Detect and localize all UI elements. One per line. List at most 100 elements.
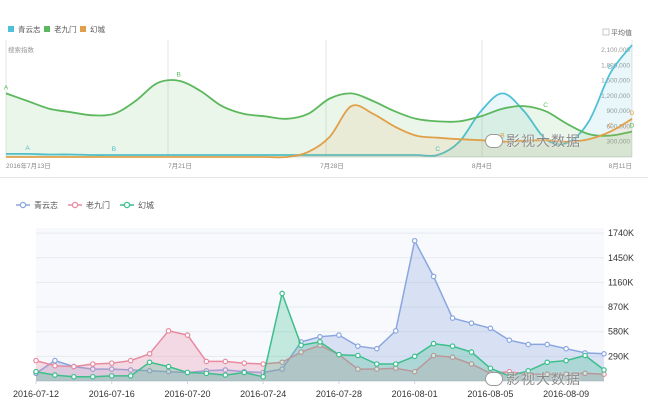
- series-marker: D: [608, 64, 613, 71]
- data-point: [563, 371, 569, 378]
- legend-item-2: 幻城: [80, 24, 105, 34]
- data-point: [355, 352, 361, 359]
- data-point: [52, 372, 58, 378]
- data-point: [430, 352, 437, 359]
- data-point: [449, 315, 456, 321]
- x-tick-label: 2016-07-12: [13, 389, 59, 399]
- data-point: [601, 367, 607, 373]
- data-point: [411, 368, 418, 375]
- series-marker: A: [25, 145, 30, 152]
- x-tick-label: 2016-07-16: [89, 389, 135, 399]
- legend-label: 幻城: [90, 24, 105, 34]
- series-marker: B: [500, 133, 504, 140]
- y-tick-label: 300,000: [607, 139, 631, 146]
- avg-checkbox: [602, 28, 610, 36]
- data-point: [71, 373, 77, 380]
- data-point: [127, 373, 134, 379]
- data-point: [544, 341, 551, 348]
- watermark-top: 影视大数据: [485, 131, 581, 151]
- x-tick-label: 2016年7月13日: [6, 161, 51, 170]
- y-tick-label: 1160K: [608, 277, 633, 287]
- data-point: [203, 358, 210, 365]
- legend-item-1: 老九门: [68, 200, 110, 210]
- legend-label: 老九门: [86, 200, 110, 210]
- wechat-icon: [485, 134, 503, 148]
- data-point: [90, 366, 96, 372]
- data-point: [146, 351, 153, 357]
- legend-dot: [123, 201, 131, 209]
- data-point: [108, 366, 115, 372]
- data-point: [355, 343, 361, 349]
- data-point: [601, 351, 607, 357]
- data-point: [582, 370, 588, 377]
- data-point: [184, 369, 191, 376]
- x-tick-label: 2016-08-01: [392, 389, 438, 399]
- legend-label: 青云志: [18, 24, 41, 34]
- data-point: [525, 368, 532, 374]
- data-point: [506, 373, 513, 379]
- data-point: [317, 334, 323, 340]
- data-point: [449, 343, 456, 349]
- series-marker: A: [4, 84, 9, 91]
- y-tick-label: 900,000: [607, 108, 631, 115]
- series-line-0: [5, 44, 633, 157]
- data-point: [165, 368, 172, 375]
- bottom-comparison-chart: 青云志 老九门 幻城 1740K 1450K 1160K 870K 580K 290K 2016-…: [13, 200, 634, 399]
- series-area-1: [6, 80, 632, 157]
- data-point: [279, 290, 285, 297]
- data-point: [468, 361, 475, 367]
- data-point: [392, 328, 399, 334]
- y-tick-label: 1740K: [608, 228, 634, 238]
- series-marker: B: [177, 72, 181, 79]
- series-marker: D: [630, 123, 635, 130]
- y-tick-label: 870K: [608, 302, 629, 312]
- series-marker: C: [608, 123, 613, 130]
- legend-swatch: [80, 26, 86, 32]
- data-point: [241, 369, 248, 376]
- series-area-0: [36, 240, 604, 381]
- data-point: [487, 325, 494, 332]
- legend-item-0: 青云志: [8, 24, 41, 34]
- top-search-index-chart: 青云志 老九门 幻城搜索指数平均值2,100,0001,800,0001,500,0…: [4, 24, 635, 170]
- data-point: [260, 373, 267, 380]
- avg-label: 平均值: [611, 28, 632, 37]
- series-area-2: [6, 105, 632, 158]
- data-point: [146, 359, 153, 366]
- x-tick-label: 2016-07-24: [240, 389, 286, 399]
- legend-item-1: 老九门: [44, 24, 77, 34]
- x-tick-label: 7月21日: [168, 162, 192, 170]
- data-point: [468, 349, 475, 355]
- data-point: [373, 361, 380, 367]
- data-point: [430, 273, 437, 280]
- legend-item-2: 幻城: [120, 200, 154, 210]
- data-point: [52, 362, 58, 369]
- wechat-icon: [485, 372, 503, 386]
- data-point: [165, 328, 172, 334]
- data-point: [317, 339, 323, 345]
- data-point: [127, 357, 134, 364]
- series-marker: B: [112, 146, 116, 153]
- series-marker: D: [630, 110, 635, 117]
- chart-divider: [0, 177, 648, 178]
- y-tick-label: 290K: [608, 351, 629, 361]
- data-point: [449, 354, 456, 361]
- data-point: [487, 365, 494, 372]
- data-point: [279, 366, 285, 372]
- data-point: [127, 367, 134, 373]
- data-point: [563, 345, 569, 352]
- y-tick-label: 2,100,000: [601, 47, 630, 54]
- legend-swatch: [44, 26, 50, 32]
- y-tick-label: 580K: [608, 327, 629, 337]
- series-marker: C: [435, 146, 440, 153]
- data-point: [90, 361, 96, 367]
- data-point: [336, 351, 342, 358]
- series-area-1: [36, 330, 604, 381]
- y-axis-note: 搜索指数: [8, 45, 35, 54]
- data-point: [52, 357, 58, 364]
- plot-background: [36, 228, 604, 381]
- data-point: [33, 357, 39, 364]
- legend-item-0: 青云志: [16, 200, 58, 210]
- x-tick-label: 8月4日: [472, 162, 492, 170]
- data-point: [71, 363, 77, 370]
- series-area-2: [36, 293, 604, 381]
